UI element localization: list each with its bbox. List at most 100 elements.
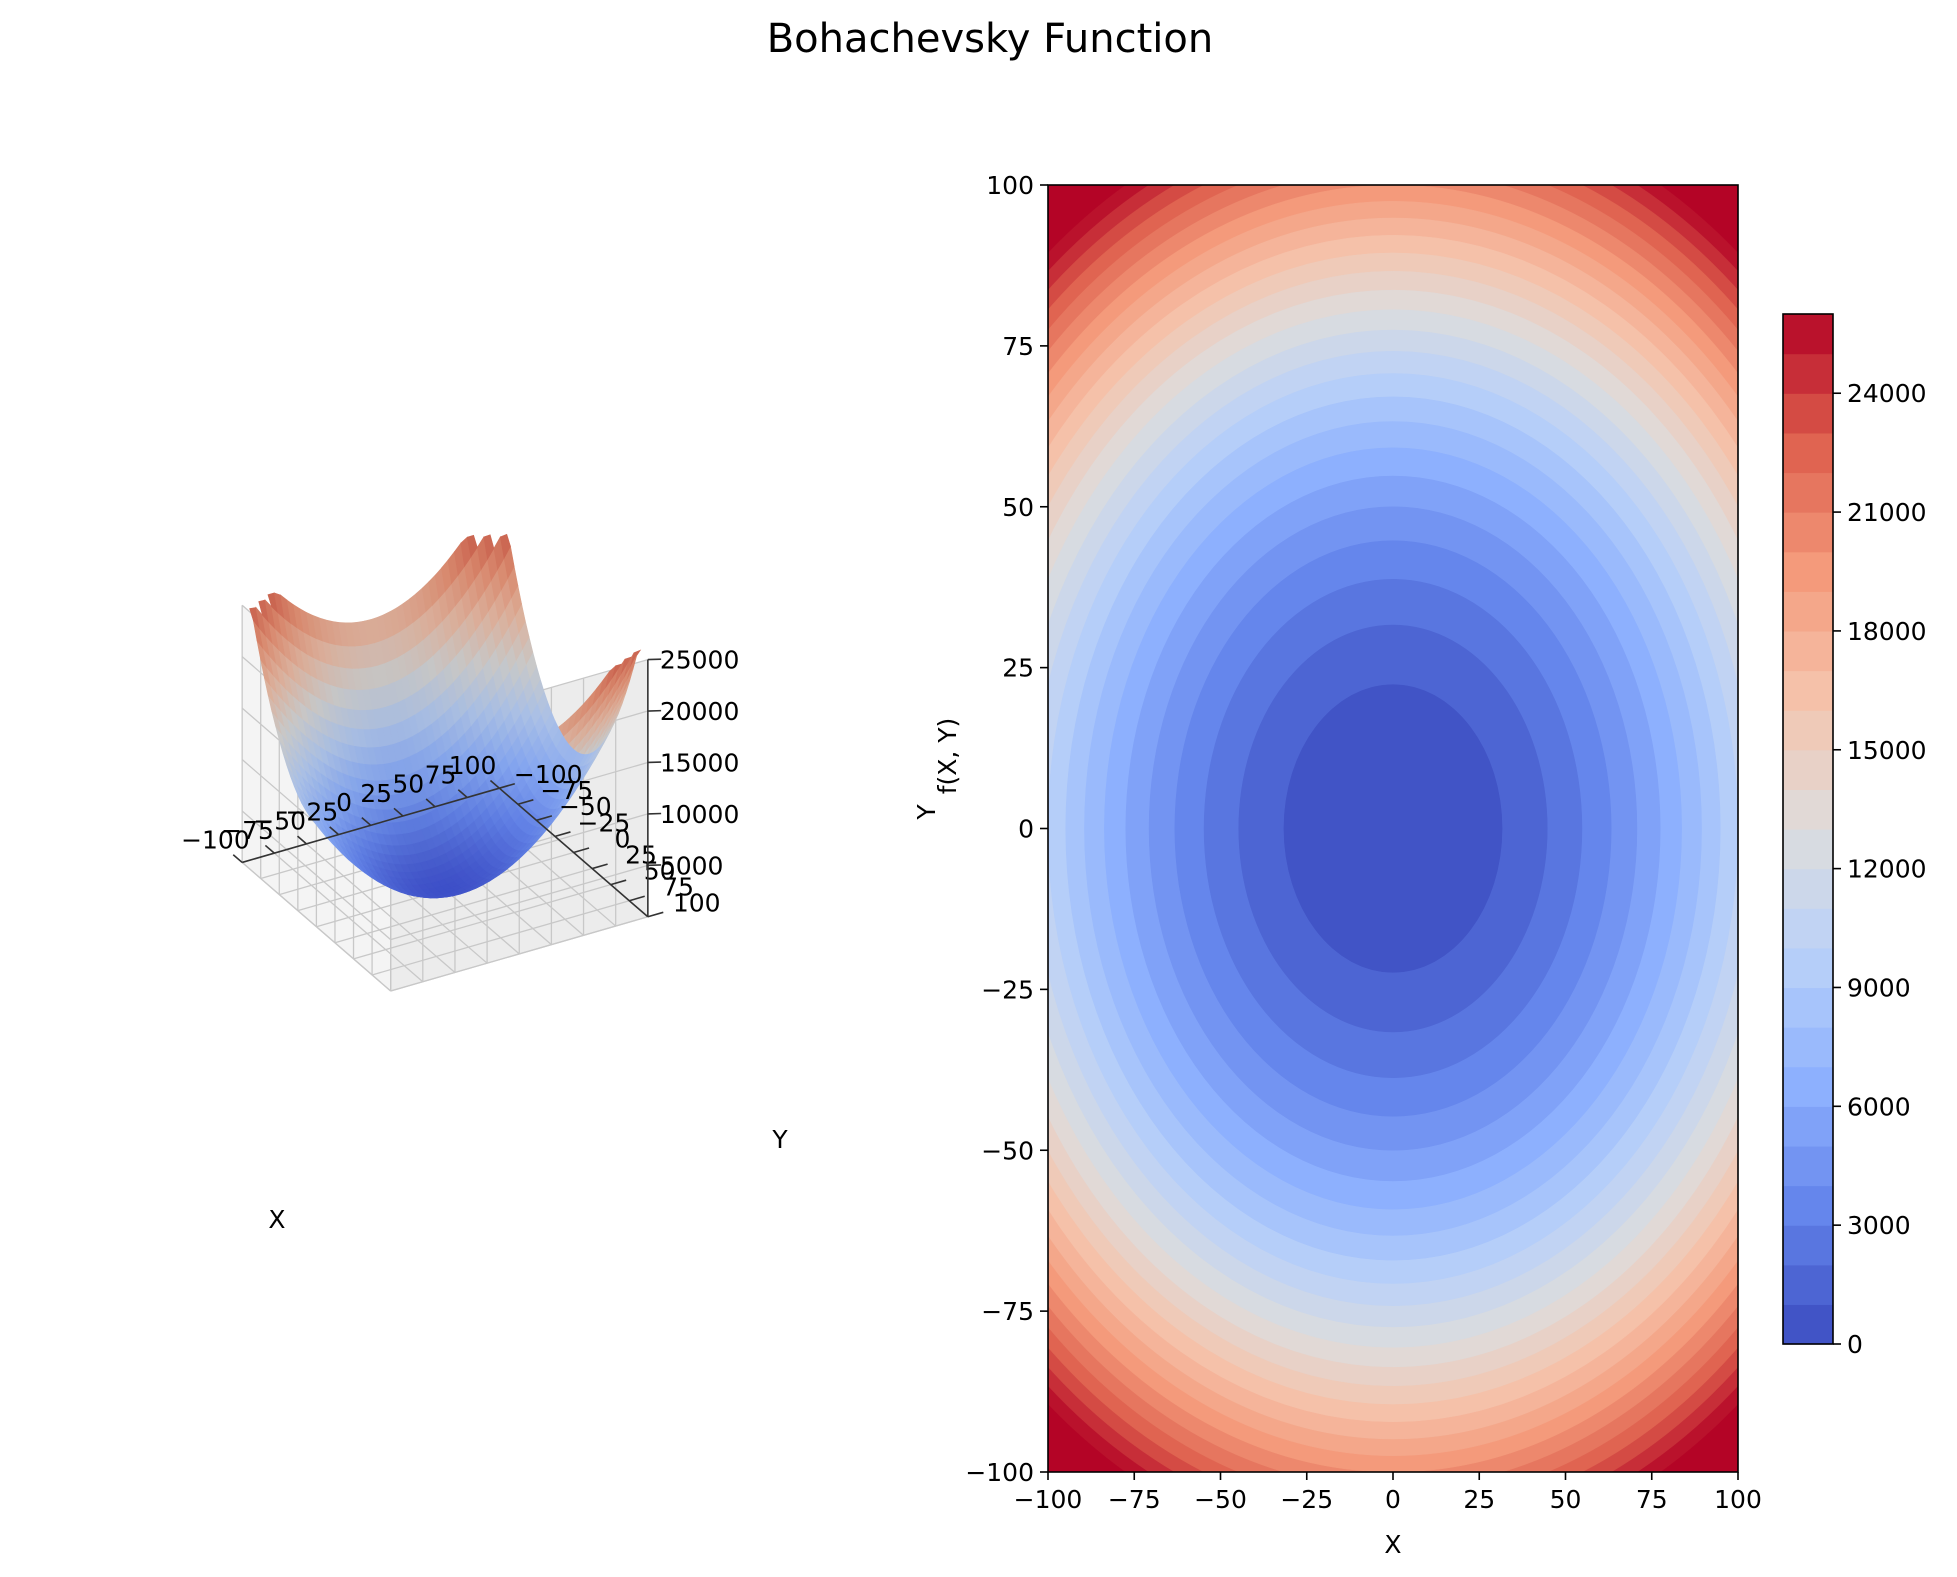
- surface-y-tick: [591, 863, 608, 870]
- colorbar-band: [1783, 551, 1833, 592]
- surface-y-tick-label: 100: [673, 889, 721, 918]
- contour-y-tick-label: −75: [981, 1297, 1034, 1326]
- surface-x-tick-label: −25: [285, 797, 338, 826]
- surface-y-axis-label: Y: [771, 1125, 788, 1154]
- surface-y-tick: [554, 831, 571, 838]
- gridline: [241, 810, 392, 941]
- contour-bands: [1048, 185, 1738, 1472]
- surface-facet: [499, 533, 511, 560]
- contour-x-tick-label: −50: [1194, 1485, 1247, 1514]
- surface-extra-y-label: Y: [912, 804, 941, 821]
- colorbar-band: [1783, 1027, 1833, 1068]
- contour-y-tick-label: 0: [1018, 815, 1034, 844]
- gridline: [353, 884, 611, 960]
- colorbar-band: [1783, 630, 1833, 672]
- surface-facet: [466, 534, 478, 558]
- surface-z-tick-label: 10000: [660, 800, 740, 829]
- surface-x-tick-label: −50: [253, 807, 306, 836]
- colorbar-band: [1783, 1304, 1833, 1345]
- surface-y-tick-label: −25: [578, 808, 631, 837]
- surface-y-tick-label: 0: [615, 824, 631, 853]
- gridline: [390, 916, 649, 992]
- surface-y-tick-label: −75: [540, 776, 593, 805]
- surface-y-tick: [536, 815, 553, 822]
- colorbar-tick-label: 18000: [1847, 617, 1927, 646]
- contour-y-tick-label: 50: [1002, 493, 1034, 522]
- colorbar-band: [1783, 472, 1833, 513]
- colorbar-tick-label: 21000: [1847, 498, 1927, 527]
- surface-y-tick: [647, 911, 664, 918]
- surface-3d-mesh: [249, 533, 642, 899]
- colorbar-band: [1783, 868, 1833, 909]
- colorbar-band: [1783, 1066, 1833, 1107]
- surface-y-tick: [499, 782, 516, 789]
- colorbar-tick-label: 15000: [1847, 736, 1927, 765]
- gridline: [390, 864, 649, 941]
- contour-x-axis-label: X: [1384, 1530, 1401, 1559]
- colorbar-fill: [1783, 314, 1833, 1345]
- colorbar-band: [1783, 789, 1833, 830]
- surface-x-tick: [264, 844, 275, 854]
- colorbar-band: [1783, 987, 1833, 1028]
- colorbar-band: [1783, 512, 1833, 553]
- surface-x-tick-label: 75: [425, 760, 457, 789]
- surface-facet: [483, 534, 495, 561]
- contour-plot: −100 −75 −50 −25 0 25 50 75 100 −100 −75 −50 −25 0 25…: [965, 171, 1762, 1559]
- contour-x-tick-label: 75: [1636, 1485, 1668, 1514]
- contour-x-tick-label: −25: [1280, 1485, 1333, 1514]
- colorbar-tick-label: 12000: [1847, 855, 1927, 884]
- gridline: [334, 867, 593, 944]
- surface-x-tick-label: −75: [221, 816, 274, 845]
- contour-x-tick-label: 0: [1385, 1485, 1401, 1514]
- colorbar-tick-label: 0: [1847, 1330, 1863, 1359]
- colorbar-band: [1783, 1225, 1833, 1266]
- contour-y-tick-label: −100: [965, 1458, 1034, 1487]
- surface-z-tick-label: 25000: [660, 646, 740, 675]
- colorbar-band: [1783, 947, 1833, 989]
- colorbar-band: [1783, 432, 1833, 474]
- surface-y-tick: [573, 847, 590, 854]
- contour-y-tick-label: 25: [1002, 654, 1034, 683]
- contour-x-tick-label: 100: [1714, 1485, 1762, 1514]
- contour-y-ticks: −100 −75 −50 −25 0 25 50 75 100: [965, 171, 1048, 1487]
- colorbar-tick-label: 9000: [1847, 973, 1911, 1002]
- surface-x-tick: [457, 789, 468, 799]
- surface-x-tick-label: 25: [360, 779, 392, 808]
- surface-x-tick: [297, 835, 307, 845]
- colorbar-band: [1783, 670, 1833, 711]
- surface-y-tick: [629, 895, 645, 902]
- surface-y-tick: [610, 879, 627, 886]
- surface-x-tick: [393, 807, 404, 817]
- surface-y-tick-label: −50: [559, 792, 612, 821]
- surface-x-tick: [232, 854, 243, 864]
- contour-fill: [1048, 185, 1738, 1472]
- colorbar-tick-label: 6000: [1847, 1092, 1911, 1121]
- contour-y-tick-label: 75: [1002, 332, 1034, 361]
- surface-x-tick-label: 50: [392, 770, 424, 799]
- colorbar-band: [1783, 353, 1833, 394]
- colorbar-band: [1783, 314, 1833, 355]
- contour-x-tick-label: −75: [1108, 1485, 1161, 1514]
- colorbar-tick-label: 24000: [1847, 379, 1927, 408]
- surface-y-tick-label: 75: [662, 873, 694, 902]
- gridline: [241, 861, 392, 992]
- surface-x-tick: [361, 816, 372, 826]
- contour-x-tick-label: 50: [1550, 1485, 1582, 1514]
- colorbar-band: [1783, 829, 1833, 870]
- contour-x-ticks: −100 −75 −50 −25 0 25 50 75 100: [1014, 1472, 1762, 1514]
- surface-z-tick-label: 15000: [660, 748, 740, 777]
- colorbar: 0 3000 6000 9000 12000 15000 18000 21000 24000: [1782, 313, 1927, 1359]
- colorbar-ticks: 0 3000 6000 9000 12000 15000 18000 21000 24000: [1833, 379, 1927, 1359]
- surface-x-tick: [425, 798, 436, 808]
- surface-z-axis-label: f(X, Y): [933, 718, 962, 795]
- surface-z-tick-label: 20000: [660, 697, 740, 726]
- contour-y-tick-label: −50: [981, 1136, 1034, 1165]
- surface-z-tick-label: 5000: [660, 851, 724, 880]
- colorbar-tick-label: 3000: [1847, 1211, 1911, 1240]
- contour-band: [1283, 684, 1503, 973]
- colorbar-band: [1783, 1106, 1833, 1147]
- surface-y-tick-label: 50: [644, 857, 676, 886]
